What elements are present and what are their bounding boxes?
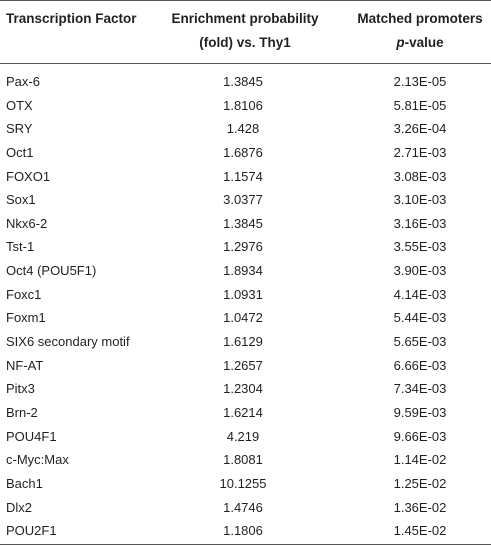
table-header-rule: [0, 63, 491, 64]
cell-enrichment: 10.1255: [219, 475, 267, 491]
table-body: Pax-6 1.3845 2.13E-05 OTX 1.8106 5.81E-05 SRY 1…: [0, 70, 491, 543]
cell-p-value: 1.14E-02: [393, 452, 447, 468]
cell-transcription-factor: Dlx2: [6, 499, 33, 515]
cell-transcription-factor: Brn-2: [6, 404, 38, 420]
table-row: Nkx6-2 1.3845 3.16E-03: [0, 212, 491, 236]
table-row: OTX 1.8106 5.81E-05: [0, 94, 491, 118]
cell-enrichment: 1.2304: [223, 381, 263, 397]
header-matched-line2: p-value: [352, 31, 488, 55]
cell-enrichment: 1.1574: [223, 168, 263, 184]
cell-transcription-factor: SIX6 secondary motif: [6, 334, 130, 350]
table-row: NF-AT 1.2657 6.66E-03: [0, 354, 491, 378]
header-matched-promoters: Matched promoters p-value: [352, 7, 488, 55]
table-row: Bach1 10.1255 1.25E-02: [0, 472, 491, 496]
table-row: c-Myc:Max 1.8081 1.14E-02: [0, 448, 491, 472]
cell-enrichment: 1.6129: [223, 334, 263, 350]
cell-p-value: 3.90E-03: [393, 263, 447, 279]
cell-p-value: 5.65E-03: [393, 334, 447, 350]
cell-enrichment: 1.0472: [223, 310, 263, 326]
cell-enrichment: 1.8081: [223, 452, 263, 468]
header-factor-label: Transcription Factor: [6, 11, 137, 26]
cell-p-value: 7.34E-03: [393, 381, 447, 397]
cell-enrichment: 1.2976: [223, 239, 263, 255]
cell-p-value: 2.13E-05: [393, 74, 447, 89]
cell-transcription-factor: Sox1: [6, 192, 36, 208]
cell-transcription-factor: POU4F1: [6, 428, 57, 444]
cell-p-value: 3.16E-03: [393, 215, 447, 231]
cell-p-value: 3.08E-03: [393, 168, 447, 184]
cell-transcription-factor: Tst-1: [6, 239, 35, 255]
cell-enrichment: 1.6876: [223, 144, 263, 160]
table-row: Sox1 3.0377 3.10E-03: [0, 188, 491, 212]
cell-transcription-factor: Foxm1: [6, 310, 46, 326]
cell-enrichment: 1.2657: [223, 357, 263, 373]
table-bottom-rule: [0, 544, 491, 545]
header-enrichment-line2: (fold) vs. Thy1: [199, 35, 291, 50]
cell-enrichment: 4.219: [226, 428, 260, 444]
cell-transcription-factor: OTX: [6, 97, 33, 113]
cell-p-value: 1.45E-02: [393, 523, 447, 539]
cell-transcription-factor: Foxc1: [6, 286, 42, 302]
table-row: FOXO1 1.1574 3.08E-03: [0, 165, 491, 189]
cell-enrichment: 1.3845: [223, 215, 263, 231]
cell-enrichment: 1.8934: [223, 263, 263, 279]
cell-transcription-factor: Oct4 (POU5F1): [6, 263, 97, 279]
cell-p-value: 5.81E-05: [393, 97, 447, 113]
table-row: Tst-1 1.2976 3.55E-03: [0, 235, 491, 259]
cell-enrichment: 3.0377: [223, 192, 263, 208]
cell-enrichment: 1.4746: [223, 499, 263, 515]
table-row: Pax-6 1.3845 2.13E-05: [0, 70, 491, 94]
table-row: Foxc1 1.0931 4.14E-03: [0, 283, 491, 307]
cell-p-value: 5.44E-03: [393, 310, 447, 326]
table-header: Transcription Factor Enrichment probabil…: [0, 0, 491, 63]
cell-p-value: 2.71E-03: [393, 144, 447, 160]
cell-enrichment: 1.6214: [223, 404, 263, 420]
table-row: Pitx3 1.2304 7.34E-03: [0, 377, 491, 401]
cell-enrichment: 1.8106: [223, 97, 263, 113]
table-row: Oct4 (POU5F1) 1.8934 3.90E-03: [0, 259, 491, 283]
cell-p-value: 6.66E-03: [393, 357, 447, 373]
cell-transcription-factor: NF-AT: [6, 357, 44, 373]
cell-p-value: 4.14E-03: [393, 286, 447, 302]
header-p-italic: p: [396, 35, 405, 50]
cell-p-value: 1.25E-02: [393, 475, 447, 491]
header-value-suffix: -value: [404, 35, 444, 50]
cell-transcription-factor: SRY: [6, 121, 33, 137]
header-enrichment: Enrichment probability (fold) vs. Thy1: [160, 7, 330, 55]
cell-transcription-factor: Pax-6: [6, 74, 40, 89]
cell-enrichment: 1.0931: [223, 286, 263, 302]
table-row: Oct1 1.6876 2.71E-03: [0, 141, 491, 165]
cell-p-value: 9.66E-03: [393, 428, 447, 444]
table-row: Dlx2 1.4746 1.36E-02: [0, 496, 491, 520]
table-row: SIX6 secondary motif 1.6129 5.65E-03: [0, 330, 491, 354]
header-matched-line1: Matched promoters: [357, 11, 483, 26]
table-row: SRY 1.428 3.26E-04: [0, 117, 491, 141]
cell-enrichment: 1.428: [226, 121, 260, 137]
cell-p-value: 9.59E-03: [393, 404, 447, 420]
header-enrichment-line1: Enrichment probability: [171, 11, 319, 26]
cell-transcription-factor: Oct1: [6, 144, 34, 160]
cell-p-value: 3.10E-03: [393, 192, 447, 208]
table-top-rule: [0, 0, 491, 1]
header-transcription-factor: Transcription Factor: [6, 7, 137, 31]
cell-p-value: 1.36E-02: [393, 499, 447, 515]
cell-transcription-factor: Nkx6-2: [6, 215, 48, 231]
cell-transcription-factor: c-Myc:Max: [6, 452, 69, 468]
cell-p-value: 3.55E-03: [393, 239, 447, 255]
table-row: Brn-2 1.6214 9.59E-03: [0, 401, 491, 425]
cell-transcription-factor: Bach1: [6, 475, 43, 491]
table-row: Foxm1 1.0472 5.44E-03: [0, 306, 491, 330]
cell-enrichment: 1.1806: [223, 523, 263, 539]
table-row: POU2F1 1.1806 1.45E-02: [0, 519, 491, 543]
cell-transcription-factor: Pitx3: [6, 381, 35, 397]
cell-transcription-factor: POU2F1: [6, 523, 57, 539]
cell-p-value: 3.26E-04: [393, 121, 447, 137]
cell-enrichment: 1.3845: [223, 74, 263, 89]
table-row: POU4F1 4.219 9.66E-03: [0, 425, 491, 449]
cell-transcription-factor: FOXO1: [6, 168, 51, 184]
